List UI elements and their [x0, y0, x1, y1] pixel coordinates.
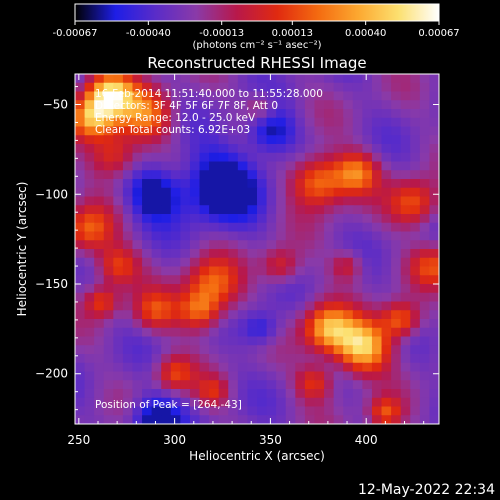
x-tick-label: 400: [355, 433, 378, 447]
chart-title: Reconstructed RHESSI Image: [147, 54, 366, 72]
colorbar-unit-label: (photons cm⁻² s⁻¹ asec⁻²): [192, 40, 321, 51]
heatmap-image: [75, 74, 439, 424]
colorbar-tick-label: 0.00067: [418, 28, 459, 39]
annotation-energy-range: Energy Range: 12.0 - 25.0 keV: [95, 112, 256, 124]
colorbar: [74, 3, 440, 22]
x-tick-label: 350: [259, 433, 282, 447]
y-axis-label: Heliocentric Y (arcsec): [15, 182, 29, 317]
x-tick-label: 250: [67, 433, 90, 447]
colorbar-tick-label: 0.00013: [272, 28, 313, 39]
y-tick-label: −50: [43, 98, 68, 112]
y-tick-label: −200: [35, 367, 68, 381]
annotation-peak-position: Position of Peak = [264,-43]: [95, 399, 242, 411]
colorbar-tick-label: -0.00040: [126, 28, 171, 39]
x-axis-label: Heliocentric X (arcsec): [189, 449, 325, 463]
x-tick-label: 300: [163, 433, 186, 447]
plot-frame: [74, 73, 440, 425]
y-tick-label: −100: [35, 187, 68, 201]
colorbar-ticks: -0.00067 -0.00040 -0.00013 0.00013 0.00040 0.…: [53, 21, 460, 39]
y-tick-label: −150: [35, 277, 68, 291]
annotation-clean-counts: Clean Total counts: 6.92E+03: [95, 124, 250, 136]
annotation-detectors: Detectors: 3F 4F 5F 6F 7F 8F, Att 0: [95, 100, 278, 112]
colorbar-tick-label: 0.00040: [345, 28, 386, 39]
annotation-time-range: 16-Feb-2014 11:51:40.000 to 11:55:28.000: [95, 88, 323, 100]
colorbar-tick-label: -0.00067: [53, 28, 98, 39]
colorbar-tick-label: -0.00013: [199, 28, 244, 39]
y-axis: −50 −100 −150 −200: [35, 86, 439, 411]
x-axis: 250 300 350 400: [67, 74, 425, 447]
footer-timestamp: 12-May-2022 22:34: [358, 482, 495, 498]
